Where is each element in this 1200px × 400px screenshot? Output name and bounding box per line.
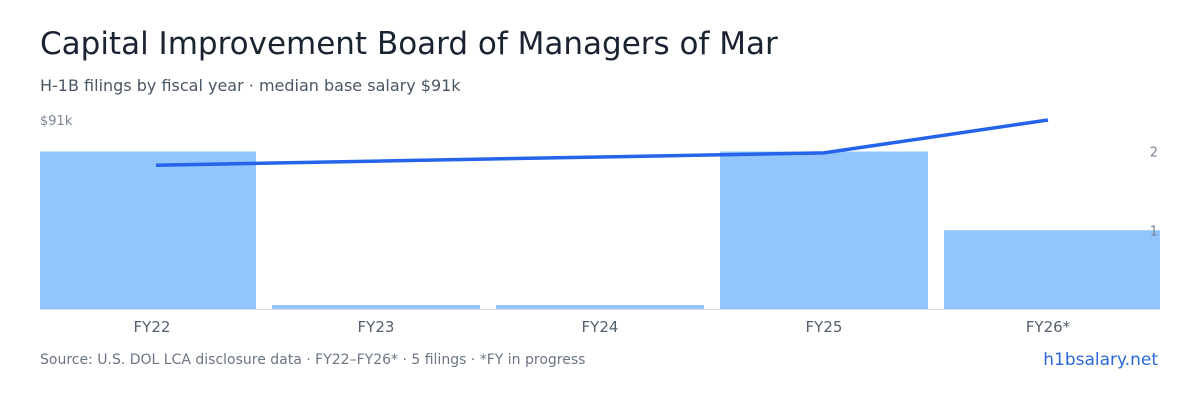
- bar-FY25: [720, 151, 928, 309]
- x-tick-label: FY23: [358, 318, 395, 336]
- right-axis-tick-label: 2: [1150, 146, 1158, 161]
- x-tick-label: FY22: [134, 318, 171, 336]
- right-axis-tick-label: 1: [1150, 224, 1158, 239]
- bars-layer: [40, 151, 1160, 309]
- bar-FY24: [496, 305, 704, 309]
- footer-brand-link[interactable]: h1bsalary.net: [1043, 350, 1158, 370]
- bar-FY22: [40, 151, 256, 309]
- chart-title: Capital Improvement Board of Managers of…: [40, 26, 778, 62]
- bar-FY26*: [944, 230, 1160, 309]
- x-tick-labels: FY22 FY23 FY24 FY25 FY26*: [134, 318, 1071, 336]
- right-axis-ticks: 12: [1150, 146, 1158, 240]
- bar-FY23: [272, 305, 480, 309]
- x-tick-label: FY25: [806, 318, 843, 336]
- left-axis-top-label: $91k: [40, 114, 73, 129]
- footer-source: Source: U.S. DOL LCA disclosure data · F…: [40, 352, 586, 368]
- chart-subtitle: H-1B filings by fiscal year · median bas…: [40, 76, 461, 95]
- x-tick-label: FY26*: [1026, 318, 1071, 336]
- salary-line: [155, 118, 1049, 167]
- x-tick-label: FY24: [582, 318, 619, 336]
- line-layer: [155, 118, 1049, 167]
